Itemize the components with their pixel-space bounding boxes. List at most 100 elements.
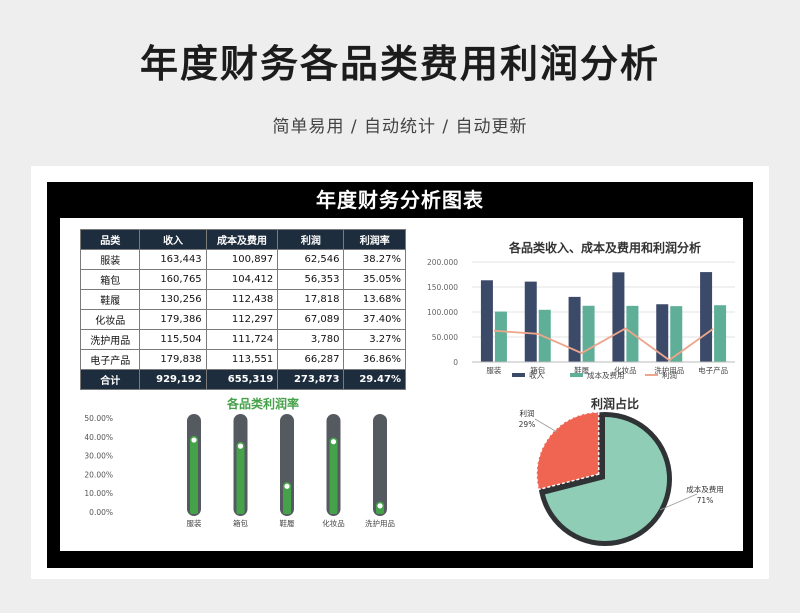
table-body: 服装 163,443 100,897 62,546 38.27% 箱包 160,765 104… <box>79 249 406 370</box>
cost-bar <box>670 306 683 362</box>
cost-bar <box>538 309 551 362</box>
x-tick-label: 洗护用品 <box>365 518 395 528</box>
cell-margin: 38.27% <box>343 249 406 270</box>
legend-label: 收入 <box>529 370 544 380</box>
cell-category: 箱包 <box>79 269 141 290</box>
x-tick-label: 箱包 <box>233 518 248 528</box>
profit-line <box>493 327 714 362</box>
revenue-bar <box>568 296 581 362</box>
y-tick-label: 40.00% <box>84 433 113 442</box>
rate-fill <box>190 440 198 514</box>
cell-cost: 113,551 <box>205 349 279 370</box>
cost-bar <box>714 305 727 362</box>
y-tick-label: 50.00% <box>84 414 113 423</box>
dashboard-content: 品类 收入 成本及费用 利润 利润率 服装 163,443 100,897 62,546 38.… <box>60 218 743 551</box>
legend-swatch <box>512 373 525 377</box>
revenue-bar <box>612 272 625 362</box>
cell-profit: 67,089 <box>277 309 345 330</box>
legend-label: 成本及费用 <box>587 370 625 380</box>
y-tick-label: 20.00% <box>84 470 113 479</box>
pie-chart-title: 利润占比 <box>591 396 639 411</box>
pie-label-profit: 利润 <box>520 408 535 418</box>
table-row: 电子产品 179,838 113,551 66,287 36.86% <box>79 349 406 370</box>
pie-pct-cost: 71% <box>697 496 714 505</box>
combo-chart-title: 各品类收入、成本及费用和利润分析 <box>508 240 701 255</box>
report-card: 年度财务分析图表 品类 收入 成本及费用 利润 利润率 服装 163,443 100,897… <box>31 166 769 579</box>
cell-revenue: 179,386 <box>139 309 207 330</box>
pie-leader-line <box>534 418 558 433</box>
x-tick-label: 化妆品 <box>322 518 345 528</box>
rate-marker <box>282 482 292 491</box>
y-tick-label: 0 <box>453 358 458 367</box>
cell-margin: 36.86% <box>343 349 406 370</box>
col-header-profit: 利润 <box>277 229 345 250</box>
col-header-margin: 利润率 <box>343 229 406 250</box>
cell-profit: 17,818 <box>277 289 345 310</box>
cell-cost: 112,438 <box>205 289 279 310</box>
rate-fill <box>283 486 291 514</box>
cell-cost: 111,724 <box>205 329 279 350</box>
table-row: 服装 163,443 100,897 62,546 38.27% <box>79 249 406 270</box>
revenue-bar <box>480 280 493 362</box>
x-tick-label: 服装 <box>486 365 501 375</box>
y-tick-label: 100.000 <box>427 308 458 317</box>
pie-pct-profit: 29% <box>519 420 536 429</box>
finance-table: 品类 收入 成本及费用 利润 利润率 服装 163,443 100,897 62,546 38.… <box>79 229 406 390</box>
y-tick-label: 200.000 <box>427 258 458 267</box>
cell-category: 电子产品 <box>79 349 141 370</box>
x-tick-label: 洗护用品 <box>654 365 684 375</box>
cell-revenue: 130,256 <box>139 289 207 310</box>
legend-label: 利润 <box>662 370 677 380</box>
col-header-cost: 成本及费用 <box>205 229 279 250</box>
total-cell-profit: 273,873 <box>277 369 345 390</box>
col-header-revenue: 收入 <box>139 229 207 250</box>
y-tick-label: 50.000 <box>432 333 458 342</box>
cell-revenue: 160,765 <box>139 269 207 290</box>
cell-profit: 56,353 <box>277 269 345 290</box>
rate-fill <box>236 446 245 514</box>
total-cell-cost: 655,319 <box>205 369 279 390</box>
cell-cost: 100,897 <box>205 249 279 270</box>
table-row: 洗护用品 115,504 111,724 3,780 3.27% <box>79 329 406 350</box>
pie-label-cost: 成本及费用 <box>686 484 724 494</box>
rate-track <box>373 414 387 516</box>
x-tick-label: 服装 <box>187 518 202 528</box>
table-row: 箱包 160,765 104,412 56,353 35.05% <box>79 269 406 290</box>
table-total-row: 合计 929,192 655,319 273,873 29.47% <box>79 369 406 390</box>
rate-chart-title: 各品类利润率 <box>226 396 299 411</box>
total-cell-category: 合计 <box>79 369 141 390</box>
cell-cost: 112,297 <box>205 309 279 330</box>
cell-cost: 104,412 <box>205 269 279 290</box>
cell-revenue: 163,443 <box>139 249 207 270</box>
cell-margin: 35.05% <box>343 269 406 290</box>
x-tick-label: 鞋履 <box>574 365 589 375</box>
col-header-category: 品类 <box>79 229 141 250</box>
x-tick-label: 鞋履 <box>280 518 295 528</box>
x-tick-label: 化妆品 <box>614 365 637 375</box>
y-tick-label: 10.00% <box>84 489 113 498</box>
cell-category: 鞋履 <box>79 289 141 310</box>
x-tick-label: 箱包 <box>530 365 545 375</box>
legend-swatch <box>570 373 583 377</box>
total-cell-revenue: 929,192 <box>139 369 207 390</box>
revenue-bar <box>656 304 669 362</box>
cell-margin: 3.27% <box>343 329 406 350</box>
pie-slice-profit <box>536 411 600 491</box>
table-header-row: 品类 收入 成本及费用 利润 利润率 <box>79 229 406 250</box>
y-tick-label: 30.00% <box>84 452 113 461</box>
pie-slice-cost <box>544 417 667 541</box>
cell-margin: 37.40% <box>343 309 406 330</box>
cell-revenue: 115,504 <box>139 329 207 350</box>
dashboard-board: 年度财务分析图表 品类 收入 成本及费用 利润 利润率 服装 163,443 100,897… <box>47 182 753 568</box>
rate-fill <box>329 441 338 514</box>
rate-marker <box>236 441 245 451</box>
x-tick-label: 电子产品 <box>698 365 728 375</box>
profit-rate-chart: 各品类利润率 0.00% 10.00% 20.00% 30.00% 40.00% 50.00… <box>84 396 395 528</box>
rate-marker <box>329 437 338 446</box>
y-tick-label: 150.000 <box>427 283 458 292</box>
cell-category: 化妆品 <box>79 309 141 330</box>
rate-marker <box>189 435 199 445</box>
page-subtitle: 简单易用 / 自动统计 / 自动更新 <box>272 117 528 137</box>
revenue-bar <box>700 272 713 362</box>
